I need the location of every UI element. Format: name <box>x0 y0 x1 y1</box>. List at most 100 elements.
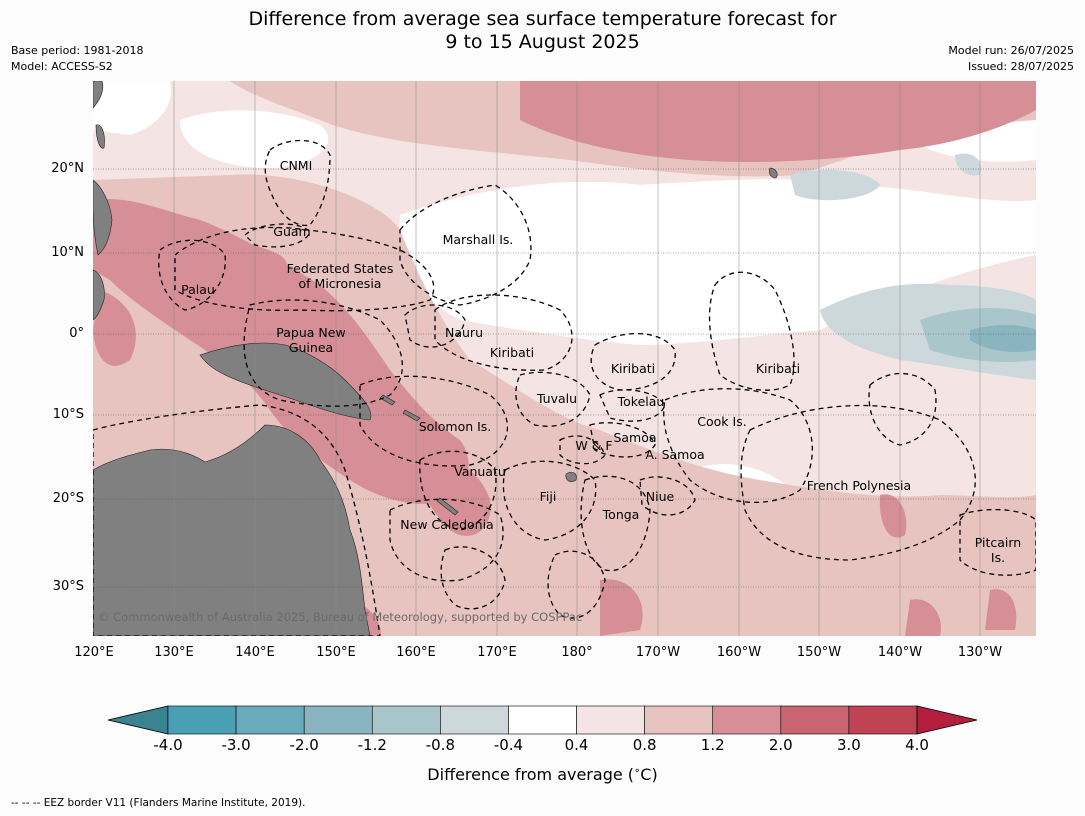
label-kiribati-line: Kiribati <box>756 361 800 376</box>
model-text: Model: ACCESS-S2 <box>11 60 113 73</box>
colorbar-tick-label: 1.2 <box>700 736 725 754</box>
label-fsm-line1: Federated States <box>287 261 394 276</box>
colorbar-segment <box>235 705 305 735</box>
map-area: © Commonwealth of Australia 2025, Bureau… <box>93 81 1036 636</box>
label-fsm-line2: of Micronesia <box>299 276 382 291</box>
label-vanuatu: Vanuatu <box>454 464 506 479</box>
colorbar-segment <box>440 705 509 735</box>
anomaly-zone-white <box>93 81 171 135</box>
lat-label: 20°N <box>51 161 84 176</box>
label-fiji: Fiji <box>540 489 557 504</box>
anomaly-zone-medium <box>175 240 288 300</box>
australia-land <box>93 424 371 636</box>
lon-label: 150°W <box>796 645 842 660</box>
colorbar-segment <box>167 705 237 735</box>
label-new-caledonia: New Caledonia <box>400 517 493 532</box>
lon-label: 120°E <box>74 645 114 660</box>
label-palau: Palau <box>181 282 215 297</box>
eez-border-wallis <box>559 435 606 465</box>
anomaly-zone-white <box>180 110 329 169</box>
graticule <box>93 168 1036 588</box>
colorbar-tick-label: 0.4 <box>564 736 589 754</box>
eez-border-palau <box>158 239 226 311</box>
eez-border-norfolk <box>440 546 506 610</box>
new-guinea-land <box>199 342 372 421</box>
lat-label: 10°S <box>52 407 84 422</box>
label-pitcairn-line2: Is. <box>991 550 1005 565</box>
eez-border-tokelau <box>599 389 666 422</box>
colorbar-tick-label: 4.0 <box>905 736 929 754</box>
label-pitcairn-line1: Pitcairn <box>975 535 1021 550</box>
eez-border-samoa <box>589 422 656 458</box>
eez-border-new-caledonia <box>389 498 504 582</box>
china-coast-land <box>93 81 104 109</box>
colorbar-extend-low <box>107 705 169 735</box>
colorbar-tick-label: 0.8 <box>632 736 657 754</box>
lon-label: 180° <box>561 645 593 660</box>
label-tonga: Tonga <box>602 507 640 522</box>
eez-border-guam <box>244 223 311 248</box>
colorbar-label-degree: ∘ <box>634 765 641 777</box>
anomaly-zone-cool <box>955 153 981 176</box>
eez-footnote: -- -- -- EEZ border V11 (Flanders Marine… <box>11 797 306 809</box>
colorbar-segment <box>712 705 782 735</box>
label-png-line2: Guinea <box>289 340 333 355</box>
colorbar-tick-label: -4.0 <box>153 736 183 754</box>
anomaly-zone-cool <box>970 325 1036 352</box>
colorbar-tick-label: -3.0 <box>221 736 251 754</box>
colorbar-segment <box>508 705 577 735</box>
copyright-text: © Commonwealth of Australia 2025, Bureau… <box>98 610 582 624</box>
hawaii-land <box>769 167 778 179</box>
label-marshall: Marshall Is. <box>443 232 514 247</box>
colorbar-tick-label: -2.0 <box>289 736 319 754</box>
eez-border-cook <box>663 388 813 503</box>
fiji-land <box>565 471 577 482</box>
anomaly-zone-medium <box>905 599 941 636</box>
region-labels: CNMI Guam Marshall Is. Federated States … <box>181 158 1021 565</box>
colorbar-segment <box>576 705 645 735</box>
right-meta: Model run: 26/07/2025 Issued: 28/07/2025 <box>948 43 1074 75</box>
eez-borders <box>93 139 1036 636</box>
colorbar-tick-label: 2.0 <box>768 736 793 754</box>
eez-border-tuvalu <box>515 371 591 427</box>
eez-border-cnmi <box>264 139 331 227</box>
label-solomon: Solomon Is. <box>419 419 492 434</box>
colorbar-tick-label: -0.8 <box>425 736 455 754</box>
anomaly-zone-cool <box>790 169 880 201</box>
label-american-samoa: A. Samoa <box>645 447 704 462</box>
anomaly-zone-medium <box>985 589 1017 630</box>
label-tuvalu: Tuvalu <box>536 391 577 406</box>
label-nauru: Nauru <box>445 325 483 340</box>
lon-label: 140°W <box>877 645 923 660</box>
lon-label: 170°E <box>477 645 517 660</box>
label-cook: Cook Is. <box>697 414 746 429</box>
label-niue: Niue <box>646 489 675 504</box>
lon-label: 130°E <box>154 645 194 660</box>
lon-label: 160°W <box>716 645 762 660</box>
colorbar-tick-label: -1.2 <box>357 736 387 754</box>
anomaly-zone-medium <box>520 81 1036 162</box>
eez-border-kermadec <box>547 550 606 619</box>
lat-label: 0° <box>69 326 84 341</box>
eez-border-png <box>243 299 403 407</box>
anomaly-zone-medium <box>419 457 491 536</box>
colorbar-segment <box>644 705 714 735</box>
colorbar-segment <box>848 705 918 735</box>
colorbar-segment <box>303 705 373 735</box>
eez-border-kiribati-gilbert <box>434 294 573 371</box>
colorbar-tick-label: 3.0 <box>836 736 861 754</box>
label-kiribati-phoenix: Kiribati <box>611 361 655 376</box>
anomaly-zone-medium <box>600 579 643 636</box>
lon-label: 130°W <box>957 645 1003 660</box>
anomaly-zone-medium <box>93 290 136 366</box>
colorbar-tick-label: -0.4 <box>493 736 524 754</box>
label-wallis-futuna: W & F <box>575 438 612 453</box>
new-caledonia-land <box>436 497 459 516</box>
label-cnmi: CNMI <box>280 158 313 173</box>
colorbar-segments <box>107 705 978 735</box>
eez-border-niue <box>639 476 696 516</box>
label-png-line1: Papua New <box>276 325 345 340</box>
anomaly-zone-medium <box>879 494 907 538</box>
